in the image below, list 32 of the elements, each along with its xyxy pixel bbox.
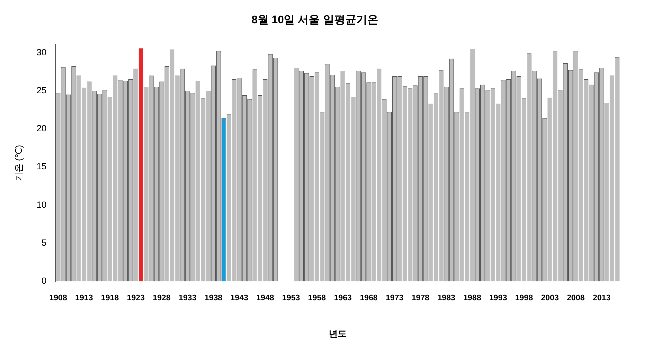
y-tick-label: 10 (36, 200, 47, 210)
x-tick-label: 1963 (334, 294, 353, 303)
x-tick-label: 1943 (230, 294, 250, 303)
x-tick-label: 1958 (308, 294, 327, 303)
x-tick-label: 1953 (282, 294, 301, 303)
y-tick-label: 15 (36, 162, 47, 172)
x-axis-title: 년도 (328, 329, 347, 340)
y-tick-label: 0 (42, 276, 47, 286)
x-tick-label: 1948 (256, 294, 275, 303)
x-tick-label: 1983 (438, 294, 456, 303)
x-tick-label: 2003 (541, 294, 560, 303)
x-tick-label: 1968 (360, 294, 378, 303)
y-tick-label: 20 (36, 124, 47, 134)
x-tick-label: 2013 (592, 294, 612, 303)
y-tick-label: 25 (36, 85, 47, 96)
y-tick-label: 5 (42, 238, 47, 248)
x-tick-label: 2008 (567, 294, 586, 303)
x-tick-label: 1918 (101, 294, 120, 303)
x-tick-label: 1938 (204, 294, 224, 303)
x-tick-label: 1973 (386, 294, 404, 303)
x-tick-label: 1998 (515, 294, 534, 303)
x-tick-label: 1993 (489, 294, 508, 303)
y-axis-title: 기온 (℃) (14, 145, 24, 182)
x-tick-label: 1908 (50, 294, 68, 303)
x-tick-label: 1933 (178, 294, 198, 303)
y-tick-label: 30 (36, 47, 47, 58)
x-tick-label: 1978 (412, 294, 430, 303)
chart-title: 8월 10일 서울 일평균기온 (252, 14, 378, 27)
x-tick-label: 1913 (75, 294, 94, 303)
x-tick-label: 1923 (127, 294, 146, 303)
x-tick-label: 1988 (464, 294, 482, 303)
x-tick-label: 1928 (153, 294, 172, 303)
